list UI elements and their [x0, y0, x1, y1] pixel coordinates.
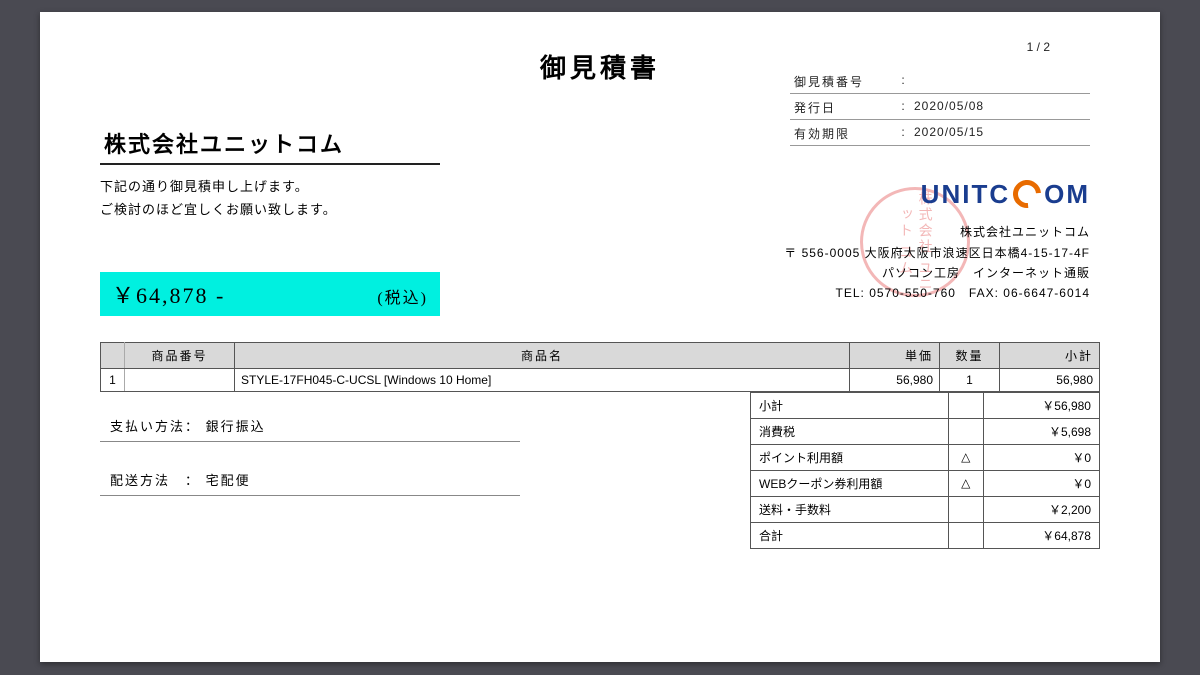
shipping-label: 配送方法 ：: [110, 473, 200, 488]
company-brand: パソコン工房 インターネット通販: [784, 263, 1090, 283]
shipping-method-line: 配送方法 ： 宅配便: [100, 464, 520, 496]
summary-label: 合計: [751, 522, 949, 548]
header-blank: [101, 342, 125, 368]
below-section: 支払い方法： 銀行振込 配送方法 ： 宅配便 小計 ￥56,980 消費税 ￥5…: [100, 392, 1100, 549]
logo-c-icon: [1007, 174, 1046, 213]
logo-text-unit: UNITC: [921, 172, 1010, 216]
summary-mark: [948, 496, 983, 522]
meta-block: 御見積番号 : 発行日 : 2020/05/08 有効期限 : 2020/05/…: [790, 68, 1090, 146]
item-unit-price: 56,980: [850, 368, 940, 391]
items-table: 商品番号 商品名 単価 数量 小計 1 STYLE-17FH045-C-UCSL…: [100, 342, 1100, 392]
summary-mark: [948, 522, 983, 548]
company-logo: UNITC OM: [784, 172, 1090, 216]
summary-label: 小計: [751, 392, 949, 418]
header-name: 商品名: [235, 342, 850, 368]
meta-row-issue-date: 発行日 : 2020/05/08: [790, 94, 1090, 120]
recipient-name: 株式会社ユニットコム: [100, 127, 440, 165]
summary-value: ￥2,200: [983, 496, 1099, 522]
item-index: 1: [101, 368, 125, 391]
company-info-block: UNITC OM 株式会社ユニットコム 〒 556-0005 大阪府大阪市浪速区…: [784, 172, 1090, 304]
payment-label: 支払い方法：: [110, 419, 200, 434]
summary-table: 小計 ￥56,980 消費税 ￥5,698 ポイント利用額 △ ￥0 WEBクー…: [750, 392, 1100, 549]
meta-row-expiry: 有効期限 : 2020/05/15: [790, 120, 1090, 146]
header-code: 商品番号: [125, 342, 235, 368]
shipping-value: 宅配便: [206, 473, 251, 488]
payment-method-line: 支払い方法： 銀行振込: [100, 410, 520, 442]
summary-row: ポイント利用額 △ ￥0: [751, 444, 1100, 470]
summary-row: 小計 ￥56,980: [751, 392, 1100, 418]
summary-label: ポイント利用額: [751, 444, 949, 470]
meta-value: [914, 73, 1086, 90]
summary-mark: [948, 392, 983, 418]
meta-label: 御見積番号: [794, 73, 894, 90]
meta-row-quote-no: 御見積番号 :: [790, 68, 1090, 94]
grand-total-amount: ￥64,878 -: [112, 278, 225, 310]
summary-row: WEBクーポン券利用額 △ ￥0: [751, 470, 1100, 496]
header-sub: 小計: [1000, 342, 1100, 368]
summary-label: 送料・手数料: [751, 496, 949, 522]
meta-value: 2020/05/15: [914, 125, 1086, 142]
meta-colon: :: [894, 99, 914, 116]
summary-value: ￥0: [983, 444, 1099, 470]
header-unit: 単価: [850, 342, 940, 368]
item-code: [125, 368, 235, 391]
header-qty: 数量: [940, 342, 1000, 368]
summary-mark: [948, 418, 983, 444]
meta-label: 発行日: [794, 99, 894, 116]
quotation-page: 1 / 2 御見積書 御見積番号 : 発行日 : 2020/05/08 有効期限…: [40, 12, 1160, 662]
summary-row-total: 合計 ￥64,878: [751, 522, 1100, 548]
grand-total-box: ￥64,878 - (税込): [100, 272, 440, 316]
company-address: 〒 556-0005 大阪府大阪市浪速区日本橋4-15-17-4F: [784, 243, 1090, 263]
meta-colon: :: [894, 73, 914, 90]
left-info: 支払い方法： 銀行振込 配送方法 ： 宅配便: [100, 392, 750, 549]
summary-row: 消費税 ￥5,698: [751, 418, 1100, 444]
item-name: STYLE-17FH045-C-UCSL [Windows 10 Home]: [235, 368, 850, 391]
meta-value: 2020/05/08: [914, 99, 1086, 116]
company-name: 株式会社ユニットコム: [784, 222, 1090, 242]
summary-value: ￥5,698: [983, 418, 1099, 444]
meta-colon: :: [894, 125, 914, 142]
meta-label: 有効期限: [794, 125, 894, 142]
page-number: 1 / 2: [1027, 40, 1050, 54]
summary-label: WEBクーポン券利用額: [751, 470, 949, 496]
items-header-row: 商品番号 商品名 単価 数量 小計: [101, 342, 1100, 368]
summary-mark: △: [948, 470, 983, 496]
item-row: 1 STYLE-17FH045-C-UCSL [Windows 10 Home]…: [101, 368, 1100, 391]
company-contact: TEL: 0570-550-760 FAX: 06-6647-6014: [784, 283, 1090, 303]
tax-included-label: (税込): [377, 284, 428, 308]
summary-row: 送料・手数料 ￥2,200: [751, 496, 1100, 522]
item-qty: 1: [940, 368, 1000, 391]
summary-value: ￥0: [983, 470, 1099, 496]
payment-value: 銀行振込: [206, 419, 266, 434]
item-subtotal: 56,980: [1000, 368, 1100, 391]
logo-text-om: OM: [1044, 172, 1090, 216]
summary-value: ￥56,980: [983, 392, 1099, 418]
summary-label: 消費税: [751, 418, 949, 444]
summary-value: ￥64,878: [983, 522, 1099, 548]
summary-mark: △: [948, 444, 983, 470]
